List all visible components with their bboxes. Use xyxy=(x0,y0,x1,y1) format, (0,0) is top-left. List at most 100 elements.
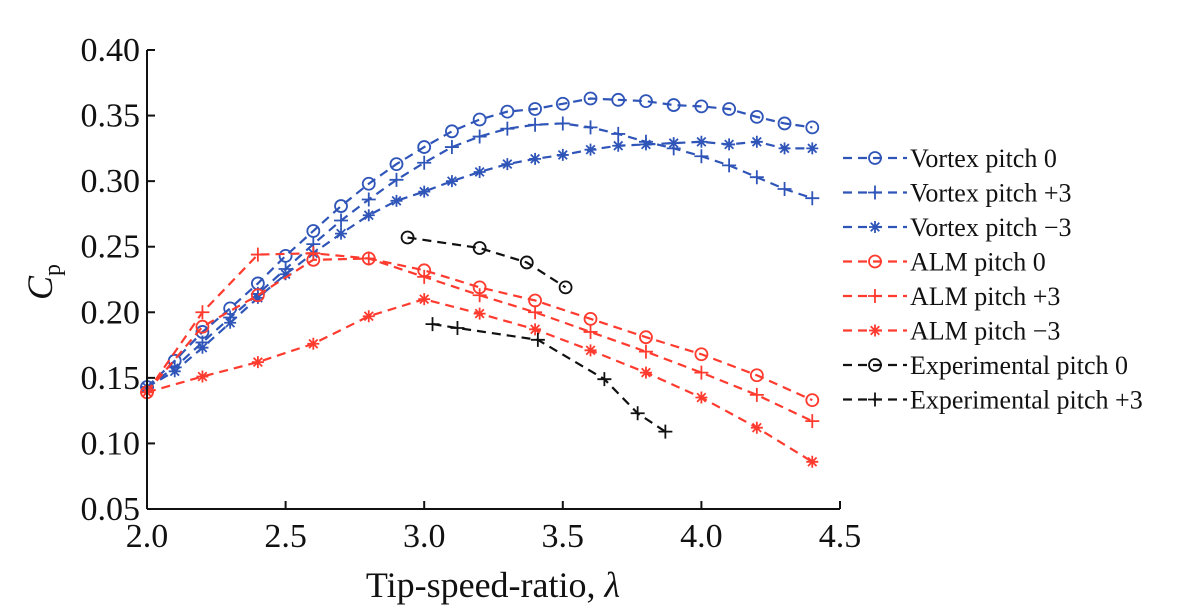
data-point xyxy=(749,170,764,185)
legend-item: Experimental pitch +3 xyxy=(843,386,1143,415)
data-point xyxy=(361,192,376,207)
data-point xyxy=(805,414,820,429)
y-axis-title-symbol: C xyxy=(20,275,60,300)
legend-item: Experimental pitch 0 xyxy=(843,351,1128,380)
y-axis-title-subscript: p xyxy=(40,264,66,276)
legend-marker xyxy=(868,254,882,269)
legend-label: Vortex pitch 0 xyxy=(910,144,1057,173)
x-tick-label: 2.5 xyxy=(264,518,307,555)
series-8 xyxy=(425,317,673,439)
data-point xyxy=(390,194,403,207)
data-point xyxy=(558,280,573,295)
data-point xyxy=(307,337,320,350)
legend-marker xyxy=(868,151,882,165)
legend-item: Vortex pitch +3 xyxy=(843,179,1072,208)
data-point xyxy=(722,102,737,116)
data-point xyxy=(445,124,459,139)
y-tick-label: 0.30 xyxy=(81,163,141,200)
data-point xyxy=(722,158,737,173)
data-point xyxy=(805,191,820,206)
legend-label: Vortex pitch +3 xyxy=(910,179,1072,208)
y-tick-label: 0.40 xyxy=(81,32,141,69)
data-point xyxy=(251,356,264,369)
x-tick-label: 4.0 xyxy=(680,518,723,555)
series-6 xyxy=(141,293,819,468)
data-point xyxy=(694,347,709,362)
data-point xyxy=(584,344,597,357)
data-point xyxy=(306,224,321,238)
data-point xyxy=(251,291,264,304)
data-point xyxy=(777,116,792,131)
data-point xyxy=(529,152,542,165)
data-point xyxy=(278,248,293,263)
data-point xyxy=(250,288,265,303)
legend-marker xyxy=(869,221,881,233)
data-point xyxy=(777,182,792,197)
data-point xyxy=(694,99,709,114)
series-4 xyxy=(140,251,820,408)
series-line xyxy=(146,252,813,423)
data-point xyxy=(749,109,764,124)
legend-label: ALM pitch 0 xyxy=(910,248,1046,277)
data-point xyxy=(472,112,487,127)
data-point xyxy=(400,230,415,245)
series-line xyxy=(146,298,813,463)
data-point xyxy=(695,391,708,404)
data-point xyxy=(597,372,612,387)
series-line xyxy=(146,257,813,402)
legend-marker xyxy=(868,358,882,372)
legend-item: Vortex pitch 0 xyxy=(843,144,1057,173)
tick-group: 2.0 2.5 3.0 3.5 4.0 4.5 0.05 0.10 0.15 0.20 0.25 0.… xyxy=(81,32,862,555)
data-point xyxy=(750,421,763,434)
data-point xyxy=(805,120,820,135)
series-line xyxy=(407,236,567,289)
data-point xyxy=(658,424,673,439)
legend-label: ALM pitch +3 xyxy=(910,282,1060,311)
data-point xyxy=(555,116,570,131)
y-tick-label: 0.20 xyxy=(81,294,141,331)
data-point xyxy=(168,365,181,378)
data-point xyxy=(639,138,652,151)
data-point xyxy=(519,255,534,270)
data-point xyxy=(749,368,764,383)
data-point xyxy=(694,149,709,164)
data-point xyxy=(224,316,237,329)
data-point xyxy=(639,94,653,109)
legend-marker xyxy=(868,185,882,200)
data-point xyxy=(417,140,432,154)
legend-marker xyxy=(868,392,882,407)
data-point xyxy=(195,319,210,334)
data-point xyxy=(335,227,348,240)
data-point xyxy=(306,246,321,261)
data-point xyxy=(723,138,736,151)
data-point xyxy=(805,393,820,408)
series-line xyxy=(146,122,813,388)
data-point xyxy=(583,324,598,339)
data-point xyxy=(279,268,292,281)
x-axis-title: Tip-speed-ratio, λ xyxy=(366,565,620,605)
data-point xyxy=(806,142,819,155)
data-point xyxy=(667,137,680,150)
data-point xyxy=(334,213,349,228)
x-tick-label: 4.5 xyxy=(819,518,862,555)
data-point xyxy=(501,158,514,171)
data-point xyxy=(639,330,653,345)
data-point xyxy=(611,92,626,107)
x-axis-title-text: Tip-speed-ratio, xyxy=(366,565,605,605)
data-point xyxy=(417,155,432,170)
data-point xyxy=(250,247,265,262)
data-point xyxy=(500,104,515,119)
y-tick-label: 0.25 xyxy=(81,229,141,266)
data-point xyxy=(530,332,545,347)
data-point xyxy=(778,142,791,155)
legend-label: Vortex pitch −3 xyxy=(910,213,1072,242)
series-3 xyxy=(141,135,819,394)
legend-label: ALM pitch −3 xyxy=(910,317,1060,346)
legend-marker xyxy=(869,324,881,337)
data-point xyxy=(334,199,348,213)
data-point xyxy=(695,135,708,148)
data-point xyxy=(528,117,543,132)
data-point xyxy=(528,102,542,116)
legend-item: ALM pitch +3 xyxy=(843,282,1060,311)
